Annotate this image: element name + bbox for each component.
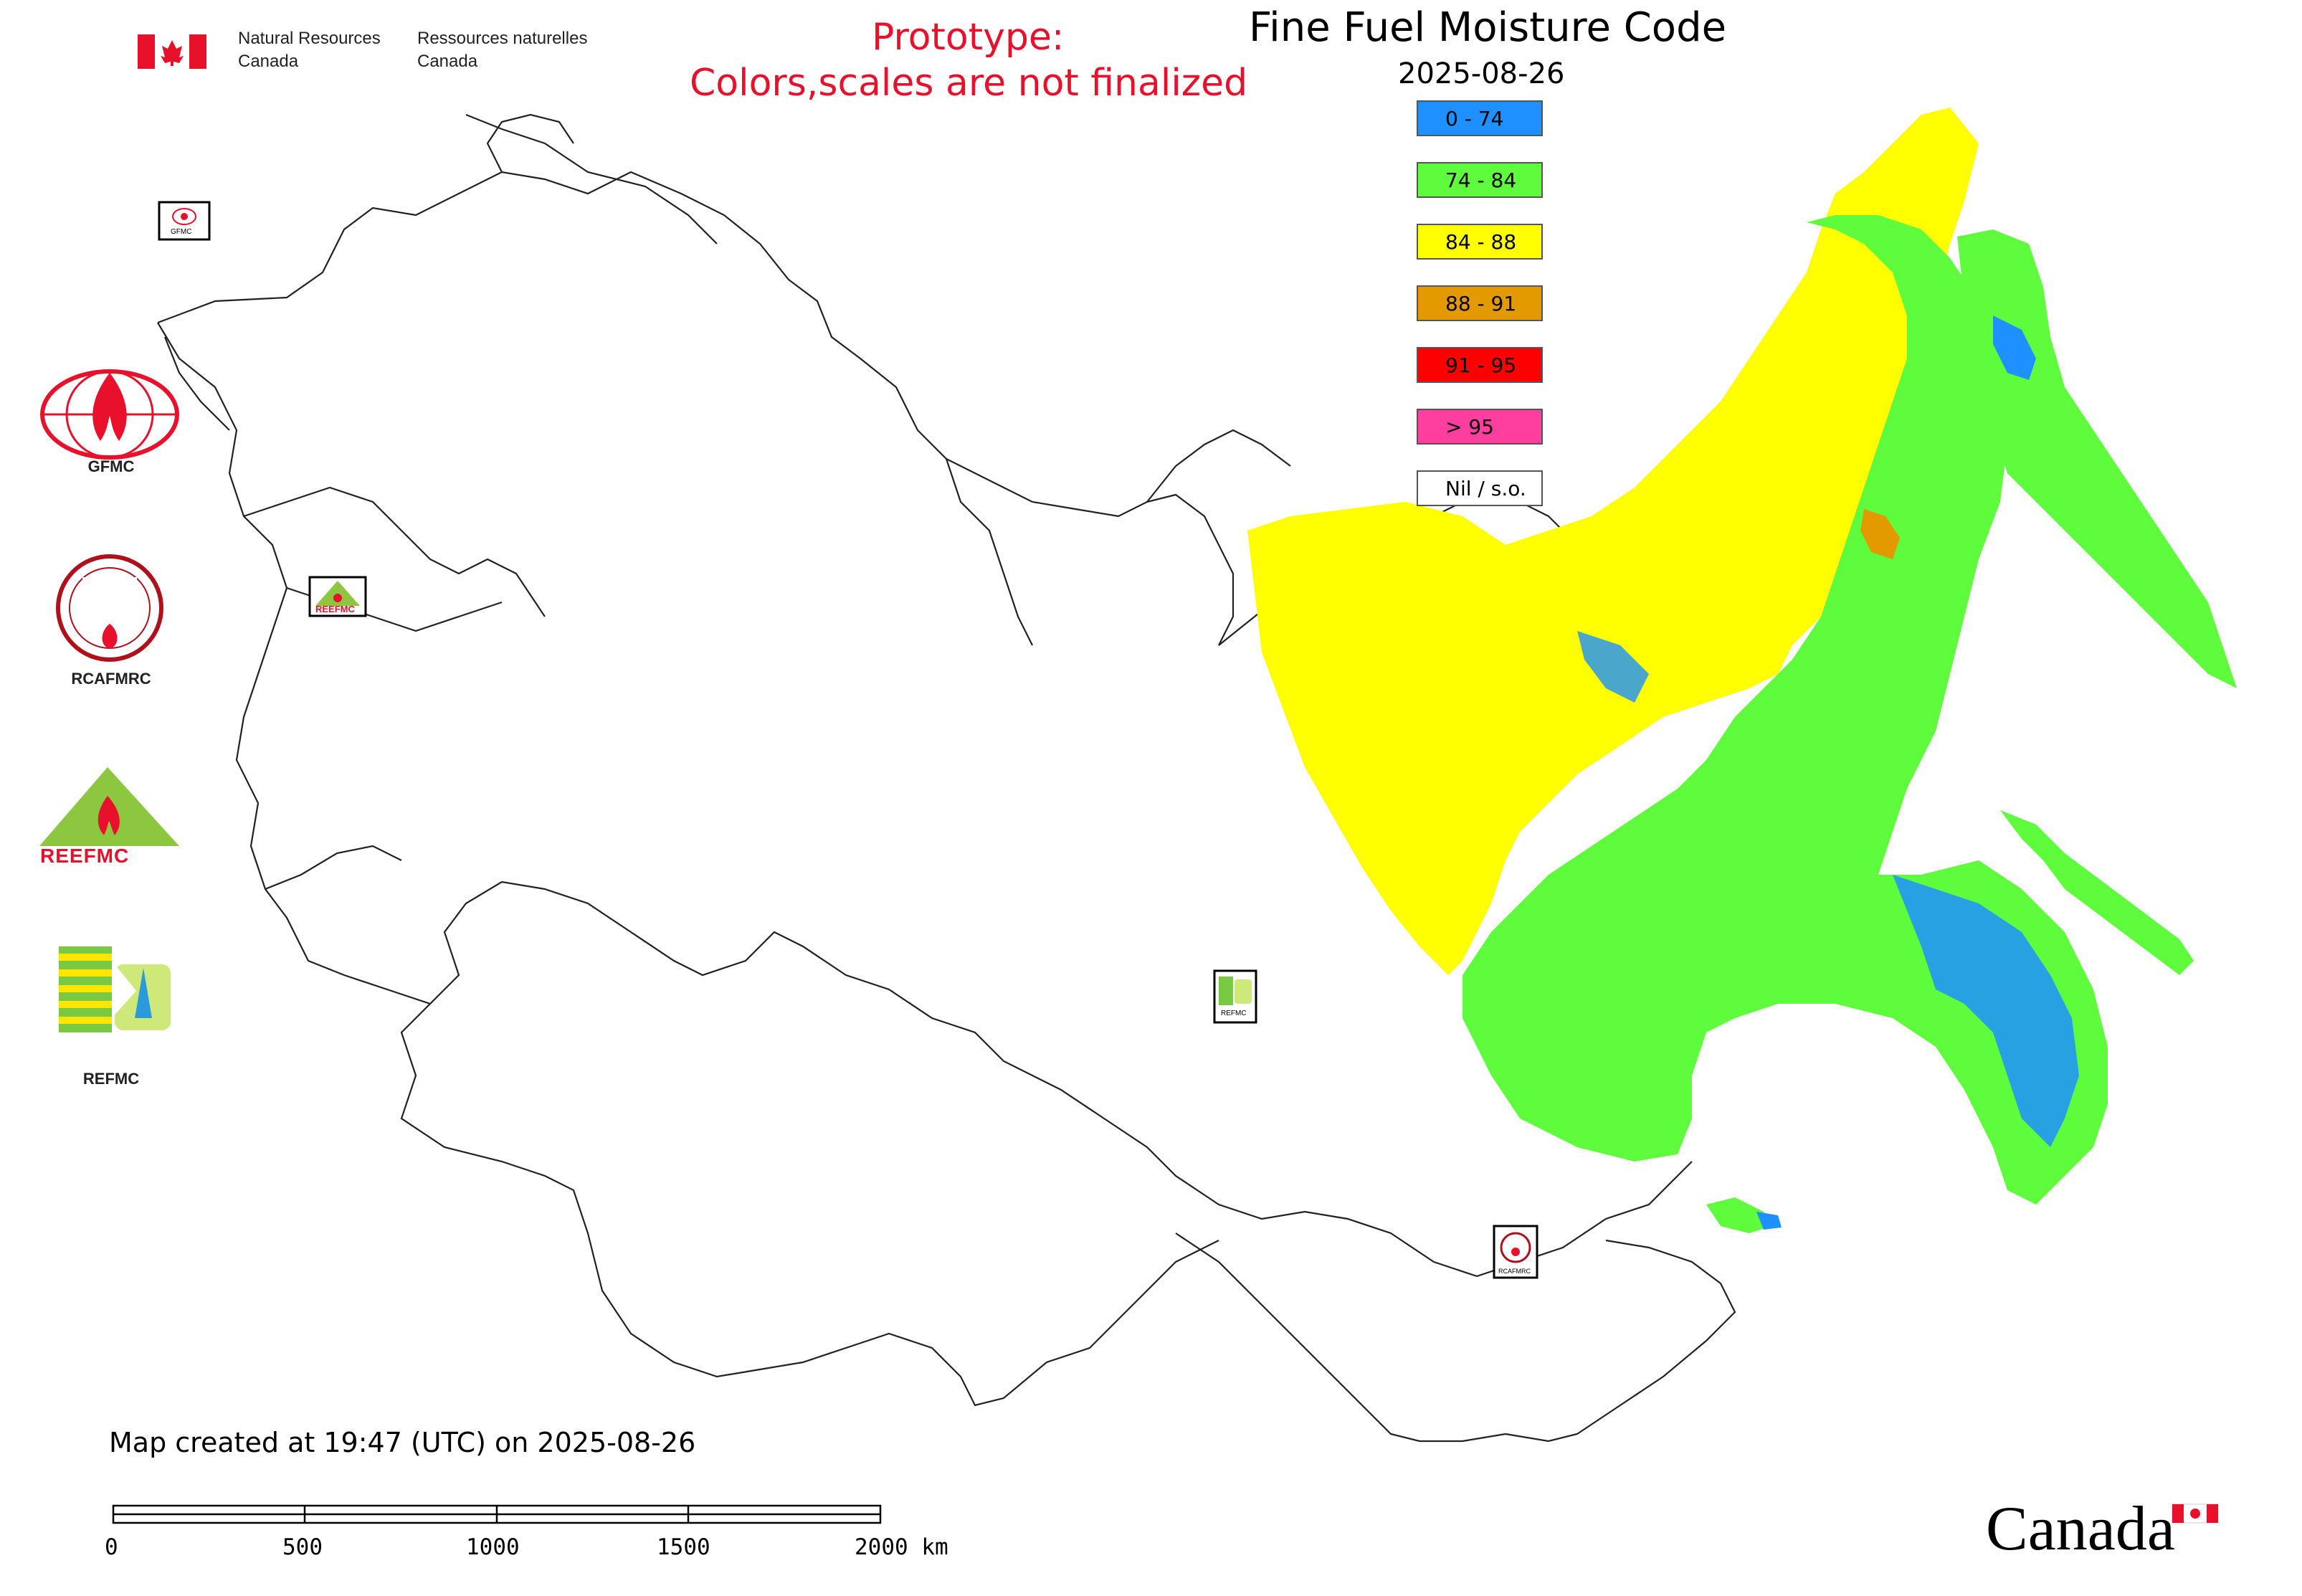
map-marker-gfmc	[158, 201, 211, 241]
canada-wordmark: Canada	[1986, 1494, 2175, 1564]
legend-item: 88 - 91	[1417, 285, 1543, 321]
legend-label: Nil / s.o.	[1445, 476, 1526, 500]
refmc-logo	[59, 946, 171, 1032]
refmc-logo-label: REFMC	[82, 1070, 140, 1088]
prototype-notice-line1: Prototype:	[872, 16, 1065, 59]
scale-label: 0	[105, 1534, 118, 1560]
gfmc-logo	[40, 369, 179, 460]
legend-item: > 95	[1417, 409, 1543, 445]
map-marker-rcafmrc	[1493, 1225, 1538, 1279]
legend-label: 91 - 95	[1445, 353, 1517, 377]
scale-label: 1500	[657, 1534, 710, 1560]
canada-flag-icon	[138, 34, 206, 69]
map-marker-rcafmrc-label: RCAFMRC	[1498, 1268, 1531, 1275]
scale-label: 500	[282, 1534, 323, 1560]
legend-label: > 95	[1445, 414, 1494, 439]
map-title: Fine Fuel Moisture Code	[1249, 4, 1727, 51]
map-marker-refmc-label: REFMC	[1221, 1010, 1247, 1017]
dept-name-en-line2: Canada	[238, 52, 299, 71]
legend-item: 74 - 84	[1417, 162, 1543, 198]
map-date: 2025-08-26	[1398, 57, 1565, 90]
scale-label: 2000 km	[855, 1534, 948, 1560]
legend-item: Nil / s.o.	[1417, 470, 1543, 506]
reefmc-logo	[37, 767, 185, 862]
map-created-note: Map created at 19:47 (UTC) on 2025-08-26	[109, 1427, 696, 1458]
legend-label: 0 - 74	[1445, 106, 1504, 130]
legend-item: 84 - 88	[1417, 224, 1543, 260]
gfmc-logo-label: GFMC	[87, 457, 135, 475]
dept-name-en-line1: Natural Resources	[238, 29, 381, 48]
prototype-notice-line2: Colors,scales are not finalized	[690, 62, 1248, 105]
legend-item: 0 - 74	[1417, 100, 1543, 136]
legend-label: 74 - 84	[1445, 168, 1517, 192]
rcafmrc-logo	[56, 554, 163, 662]
reefmc-logo-text: REEFMC	[40, 845, 130, 867]
map-marker-reefmc-label: REEFMC	[315, 604, 355, 614]
legend-label: 88 - 91	[1445, 291, 1517, 315]
fwi-raster	[1247, 108, 2237, 1233]
map-marker-reefmc	[308, 576, 367, 617]
map-marker-refmc	[1213, 969, 1257, 1024]
wordmark-flag-icon	[2172, 1504, 2219, 1524]
rcafmrc-logo-label: RCAFMRC	[71, 670, 151, 688]
dept-name-fr-line1: Ressources naturelles	[417, 29, 588, 48]
dept-name-fr-line2: Canada	[417, 52, 478, 71]
legend-label: 84 - 88	[1445, 229, 1517, 254]
scale-bar	[112, 1504, 882, 1524]
legend-item: 91 - 95	[1417, 347, 1543, 383]
map-marker-gfmc-label: GFMC	[171, 228, 192, 236]
scale-label: 1000	[466, 1534, 520, 1560]
